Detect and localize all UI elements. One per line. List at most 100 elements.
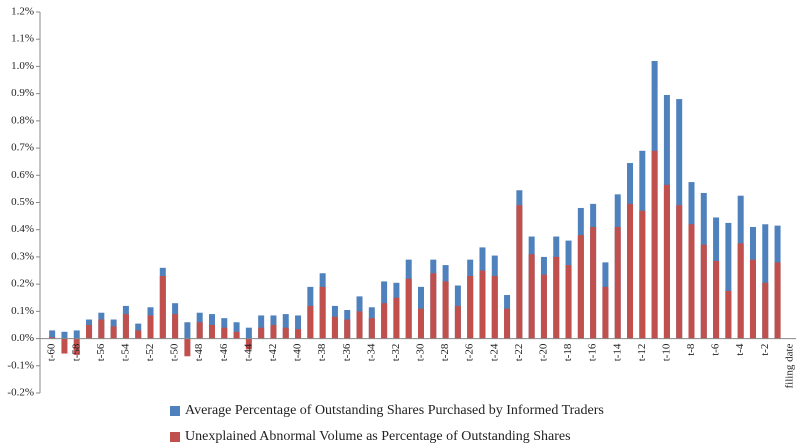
x-tick-label: t-18 [562, 343, 574, 361]
bar [528, 254, 535, 339]
x-tick-label: filing date [783, 343, 795, 388]
bar [331, 316, 338, 339]
bar [602, 286, 609, 339]
bar [344, 319, 351, 339]
x-tick-label: t-20 [537, 343, 549, 361]
bar [577, 235, 584, 339]
y-tick-label: 0.8% [11, 114, 34, 126]
bar [319, 286, 326, 339]
bar [184, 338, 191, 357]
bar [270, 324, 277, 339]
bar [61, 331, 68, 339]
bar [762, 282, 769, 339]
x-tick-label: t-48 [193, 343, 205, 361]
bar [135, 330, 142, 339]
bar [295, 315, 302, 339]
x-tick-label: t-12 [636, 344, 648, 362]
bar [282, 314, 289, 339]
x-tick-label: t-42 [267, 344, 279, 362]
y-tick-label: 0.2% [11, 278, 34, 290]
x-tick-label: t-34 [365, 343, 377, 361]
x-tick-label: t-24 [488, 343, 500, 361]
bar [762, 224, 769, 339]
bar [258, 315, 265, 339]
bar [233, 322, 240, 339]
x-tick-label: t-14 [611, 343, 623, 361]
bar [467, 275, 474, 339]
bar [49, 330, 56, 339]
bar [245, 327, 252, 339]
x-tick-label: t-46 [218, 343, 230, 361]
y-tick-label: 0.6% [11, 169, 34, 181]
x-tick-label: t-16 [587, 343, 599, 361]
bar [430, 273, 437, 339]
y-tick-label: 0.0% [11, 332, 34, 344]
bar [725, 222, 732, 339]
bar [356, 311, 363, 339]
bar [221, 327, 228, 339]
bar [454, 305, 461, 339]
bar [479, 270, 486, 339]
bar [725, 290, 732, 339]
x-tick-label: t-4 [734, 343, 746, 356]
x-tick-label: t-58 [70, 343, 82, 361]
x-tick-label: t-6 [710, 343, 722, 356]
bar [749, 259, 756, 339]
x-tick-label: t-22 [513, 344, 525, 362]
bar [233, 331, 240, 339]
bar [676, 205, 683, 339]
bar [688, 224, 695, 339]
bar [282, 327, 289, 339]
bar [110, 326, 117, 339]
x-tick-label: t-54 [119, 343, 131, 361]
bar [737, 243, 744, 339]
x-tick-label: t-56 [95, 343, 107, 361]
bar [700, 244, 707, 339]
x-tick-label: t-2 [759, 344, 771, 356]
bar [393, 297, 400, 339]
x-tick-label: t-44 [242, 343, 254, 361]
y-tick-label: -0.1% [7, 359, 34, 371]
y-tick-label: 0.1% [11, 305, 34, 317]
x-tick-label: t-32 [390, 344, 402, 362]
bar [590, 226, 597, 339]
bar [295, 329, 302, 339]
bar [86, 324, 93, 339]
bar [73, 338, 80, 355]
x-tick-label: t-10 [660, 343, 672, 361]
bar [565, 265, 572, 339]
y-tick-label: -0.2% [7, 387, 34, 399]
y-tick-label: 1.0% [11, 60, 34, 72]
x-tick-label: t-28 [439, 343, 451, 361]
x-tick-label: t-8 [685, 343, 697, 356]
x-tick-label: t-26 [464, 343, 476, 361]
x-tick-label: t-36 [341, 343, 353, 361]
bar [159, 275, 166, 339]
bar [442, 281, 449, 339]
bar [49, 337, 56, 339]
bar [627, 203, 634, 339]
bar [405, 278, 412, 339]
y-tick-label: 0.4% [11, 223, 34, 235]
bar [184, 322, 191, 339]
bar [73, 330, 80, 339]
bar [98, 319, 105, 339]
bar [147, 315, 154, 339]
legend-swatch [170, 406, 180, 416]
bar [258, 327, 265, 339]
bar [516, 205, 523, 339]
legend-swatch [170, 432, 180, 442]
y-tick-label: 1.2% [11, 6, 34, 18]
y-tick-label: 1.1% [11, 33, 34, 45]
bar [245, 338, 252, 350]
bar [639, 210, 646, 339]
legend: Average Percentage of Outstanding Shares… [170, 403, 604, 444]
x-tick-label: t-40 [292, 343, 304, 361]
bar [368, 318, 375, 339]
bar [713, 261, 720, 339]
x-tick-label: t-38 [316, 343, 328, 361]
y-tick-label: 0.9% [11, 87, 34, 99]
bar [172, 314, 179, 339]
